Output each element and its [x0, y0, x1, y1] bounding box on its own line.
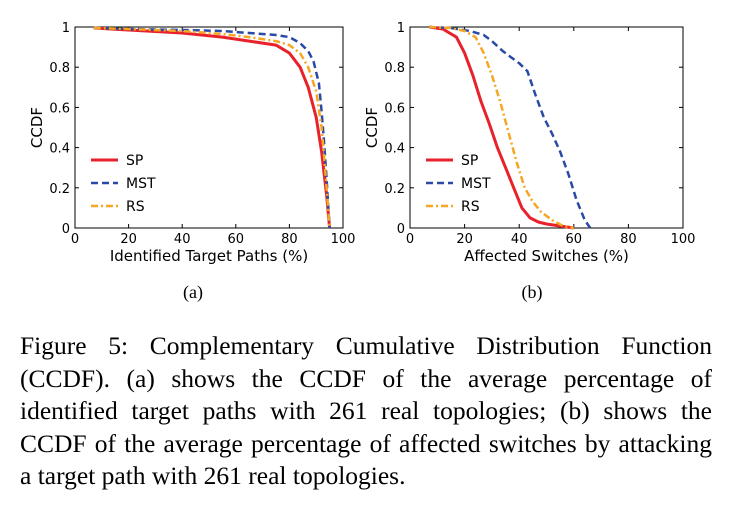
- y-tick-label: 1: [62, 21, 70, 36]
- y-tick-label: 0.4: [49, 142, 70, 157]
- legend-label-rs: RS: [461, 199, 480, 215]
- x-tick-label: 60: [228, 232, 245, 247]
- y-tick-label: 0.6: [384, 101, 405, 116]
- x-tick-label: 100: [331, 232, 356, 247]
- x-tick-label: 80: [281, 232, 298, 247]
- x-tick-label: 100: [671, 232, 696, 247]
- chart-panel-a: 0 20 40 60 80 100 0 0.2 0.4 0.6 0.8 1 Identified Tar…: [28, 21, 355, 303]
- plot-frame: [409, 26, 684, 229]
- x-tick-label: 20: [120, 232, 137, 247]
- x-tick-label: 40: [511, 232, 528, 247]
- subfigure-label: (a): [183, 282, 203, 303]
- subfigure-label: (b): [522, 282, 543, 303]
- y-tick-label: 0.6: [49, 101, 70, 116]
- series-line-mst: [93, 26, 331, 229]
- x-tick-label: 0: [406, 232, 414, 247]
- plot-frame: [74, 26, 344, 229]
- series-line-mst: [429, 25, 592, 229]
- legend-label-rs: RS: [126, 199, 145, 215]
- series-line-sp: [428, 25, 575, 230]
- series-line-sp: [93, 26, 332, 229]
- legend-label-sp: SP: [461, 153, 478, 169]
- x-tick-label: 40: [174, 232, 191, 247]
- y-tick-label: 1: [397, 21, 405, 36]
- legend-label-mst: MST: [461, 176, 491, 192]
- y-tick-label: 0: [62, 222, 70, 237]
- y-tick-label: 0.2: [49, 182, 70, 197]
- x-axis-label: Identified Target Paths (%): [110, 247, 308, 265]
- figure-caption: Figure 5: Complementary Cumulative Distr…: [20, 331, 712, 490]
- x-tick-label: 80: [620, 232, 637, 247]
- y-tick-label: 0.8: [384, 61, 405, 76]
- chart-panel-b: 0 20 40 60 80 100 0 0.2 0.4 0.6 0.8 1 Affected Switc…: [363, 21, 695, 303]
- series-line-rs: [93, 26, 331, 229]
- legend-label-sp: SP: [126, 153, 143, 169]
- x-tick-label: 60: [566, 232, 583, 247]
- y-tick-label: 0: [397, 222, 405, 237]
- y-axis-label: CCDF: [363, 107, 381, 148]
- legend-label-mst: MST: [126, 176, 156, 192]
- y-tick-label: 0.2: [384, 182, 405, 197]
- x-axis-label: Affected Switches (%): [464, 247, 629, 265]
- series-line-rs: [429, 25, 575, 230]
- y-axis-label: CCDF: [28, 107, 46, 148]
- y-tick-label: 0.8: [49, 61, 70, 76]
- x-tick-label: 0: [71, 232, 79, 247]
- y-tick-label: 0.4: [384, 142, 405, 157]
- x-tick-label: 20: [456, 232, 473, 247]
